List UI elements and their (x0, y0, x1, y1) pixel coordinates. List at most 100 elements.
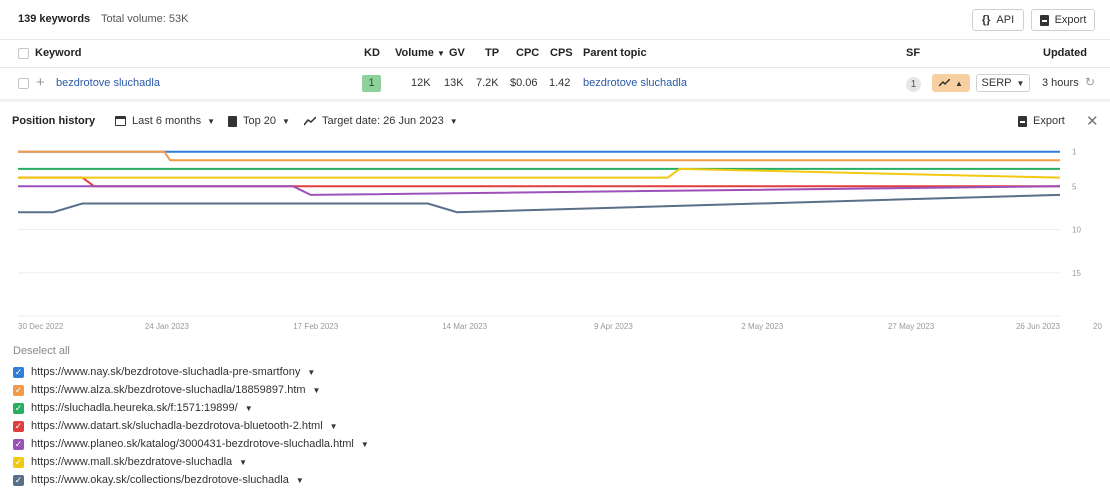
sf-count-badge[interactable]: 1 (906, 77, 921, 92)
date-range-dropdown[interactable]: Last 6 months ▼ (115, 115, 215, 127)
y-tick-label: 15 (1072, 269, 1081, 278)
caret-down-icon[interactable]: ▼ (244, 403, 253, 413)
legend-label: https://www.mall.sk/bezdratove-sluchadla (31, 456, 233, 468)
legend-label: https://www.okay.sk/collections/bezdroto… (31, 474, 289, 486)
caret-down-icon: ▼ (1016, 78, 1025, 88)
trend-line-icon (939, 79, 951, 87)
parent-topic-link[interactable]: bezdrotove sluchadla (583, 77, 687, 89)
col-tp[interactable]: TP (485, 47, 500, 59)
position-history-title: Position history (12, 115, 96, 127)
chart-export-label: Export (1033, 115, 1065, 127)
legend-item[interactable]: ✓ https://www.alza.sk/bezdrotove-sluchadl… (13, 381, 369, 399)
caret-down-icon[interactable]: ▼ (295, 475, 304, 485)
total-volume: Total volume: 53K (101, 13, 189, 25)
legend-label: https://www.datart.sk/sluchadla-bezdroto… (31, 420, 323, 432)
col-parent-topic[interactable]: Parent topic (583, 47, 647, 59)
legend-item[interactable]: ✓ https://www.nay.sk/bezdrotove-sluchadla… (13, 363, 369, 381)
kd-badge: 1 (362, 75, 381, 92)
deselect-all-link[interactable]: Deselect all (13, 345, 70, 357)
calendar-icon (115, 116, 126, 126)
legend-checkbox[interactable]: ✓ (13, 438, 24, 450)
refresh-icon[interactable]: ↻ (1085, 75, 1096, 89)
legend-label: https://www.nay.sk/bezdrotove-sluchadla-… (31, 366, 301, 378)
col-kd[interactable]: KD (364, 47, 380, 59)
add-icon[interactable]: + (36, 74, 45, 91)
caret-down-icon[interactable]: ▼ (312, 385, 321, 395)
series-line-2 (18, 150, 1060, 162)
export-button[interactable]: Export (1031, 9, 1095, 31)
y-tick-label: 5 (1072, 182, 1077, 191)
caret-up-icon: ▲ (955, 78, 963, 88)
legend-label: https://www.planeo.sk/katalog/3000431-be… (31, 438, 354, 450)
x-tick-label: 2 May 2023 (741, 322, 783, 331)
code-braces-icon: {} (981, 14, 991, 26)
serp-button[interactable]: SERP ▼ (976, 74, 1030, 92)
chart-export-button[interactable]: Export (1018, 115, 1065, 127)
caret-down-icon[interactable]: ▼ (307, 367, 316, 377)
col-volume[interactable]: Volume ▼ (395, 47, 445, 59)
legend-checkbox[interactable]: ✓ (13, 366, 24, 378)
top-n-dropdown[interactable]: Top 20 ▼ (228, 115, 290, 127)
file-icon (1039, 14, 1049, 26)
x-tick-label: 30 Dec 2022 (18, 322, 64, 331)
cpc-value: $0.06 (510, 77, 538, 89)
y-tick-label: 20 (1093, 322, 1102, 331)
select-all-checkbox[interactable] (18, 48, 29, 59)
caret-down-icon[interactable]: ▼ (360, 439, 369, 449)
keyword-count: 139 keywords (18, 13, 91, 25)
x-tick-label: 27 May 2023 (888, 322, 935, 331)
y-tick-label: 10 (1072, 226, 1081, 235)
y-tick-label: 1 (1072, 148, 1077, 157)
legend-item[interactable]: ✓ https://www.planeo.sk/katalog/3000431-b… (13, 435, 369, 453)
table-row: + bezdrotove sluchadla 1 12K 13K 7.2K $0… (0, 68, 1110, 99)
legend-item[interactable]: ✓ https://www.datart.sk/sluchadla-bezdrot… (13, 417, 369, 435)
panel-divider (0, 99, 1110, 103)
sort-down-icon: ▼ (436, 49, 445, 58)
row-checkbox[interactable] (18, 78, 29, 89)
col-keyword[interactable]: Keyword (35, 47, 82, 59)
x-tick-label: 26 Jun 2023 (1016, 322, 1061, 331)
file-icon (1018, 115, 1027, 127)
table-header: Keyword KD Volume ▼ GV TP CPC CPS Parent… (0, 40, 1110, 68)
position-history-toggle[interactable]: ▲ (932, 74, 970, 92)
api-button[interactable]: {} API (972, 9, 1024, 31)
layers-icon (228, 115, 237, 127)
col-gv[interactable]: GV (449, 47, 465, 59)
series-line-4 (18, 176, 1060, 188)
col-volume-label: Volume (395, 47, 434, 59)
close-icon[interactable]: ✕ (1086, 113, 1099, 130)
chart-legend: ✓ https://www.nay.sk/bezdrotove-sluchadla… (13, 363, 369, 489)
legend-checkbox[interactable]: ✓ (13, 474, 24, 486)
caret-down-icon[interactable]: ▼ (329, 421, 338, 431)
series-line-7 (18, 193, 1061, 214)
updated-value: 3 hours (1042, 77, 1079, 89)
legend-item[interactable]: ✓ https://sluchadla.heureka.sk/f:1571:198… (13, 399, 369, 417)
col-cpc[interactable]: CPC (516, 47, 540, 59)
caret-down-icon: ▼ (207, 116, 216, 126)
date-range-label: Last 6 months (132, 115, 202, 127)
caret-down-icon: ▼ (449, 116, 458, 126)
legend-checkbox[interactable]: ✓ (13, 402, 24, 414)
x-tick-label: 17 Feb 2023 (293, 322, 338, 331)
target-date-label: Target date: 26 Jun 2023 (322, 115, 444, 127)
x-tick-label: 14 Mar 2023 (442, 322, 487, 331)
legend-checkbox[interactable]: ✓ (13, 420, 24, 432)
legend-label: https://sluchadla.heureka.sk/f:1571:1989… (31, 402, 238, 414)
keyword-link[interactable]: bezdrotove sluchadla (56, 77, 160, 89)
legend-item[interactable]: ✓ https://www.okay.sk/collections/bezdrot… (13, 471, 369, 489)
legend-checkbox[interactable]: ✓ (13, 384, 24, 396)
legend-item[interactable]: ✓ https://www.mall.sk/bezdratove-sluchadl… (13, 453, 369, 471)
gv-value: 13K (444, 77, 464, 89)
col-sf[interactable]: SF (906, 47, 921, 59)
caret-down-icon[interactable]: ▼ (239, 457, 248, 467)
trend-line-icon (304, 116, 316, 126)
top-n-label: Top 20 (243, 115, 277, 127)
api-button-label: API (996, 14, 1015, 26)
legend-checkbox[interactable]: ✓ (13, 456, 24, 468)
col-cps[interactable]: CPS (550, 47, 573, 59)
legend-label: https://www.alza.sk/bezdrotove-sluchadla… (31, 384, 306, 396)
col-updated[interactable]: Updated (1043, 47, 1087, 59)
target-date-dropdown[interactable]: Target date: 26 Jun 2023 ▼ (304, 115, 458, 127)
cps-value: 1.42 (549, 77, 571, 89)
tp-value: 7.2K (476, 77, 499, 89)
